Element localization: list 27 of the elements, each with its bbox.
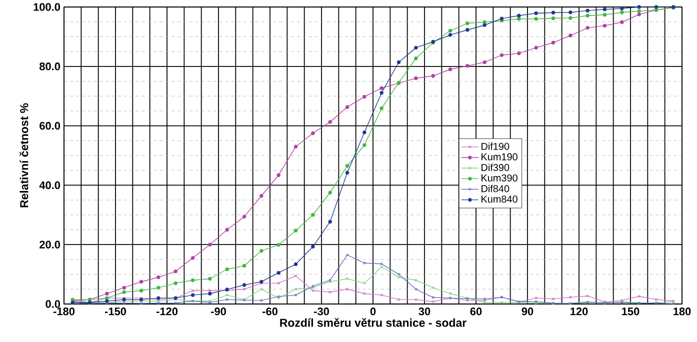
legend-label: Dif840 [482,184,510,192]
legend-label: Dif190 [482,142,510,150]
x-tick-label: 150 [622,308,640,316]
x-tick-label: -90 [211,308,226,316]
x-tick-label: 180 [674,308,691,316]
y-tick-label: 60.0 [40,122,60,130]
legend-label: Kum840 [482,196,518,203]
y-tick-label: 20.0 [40,240,60,248]
x-tick-label: 120 [570,308,588,316]
x-tick-label: 90 [522,308,534,316]
x-tick-label: -30 [314,308,329,316]
x-tick-label: -120 [156,308,178,316]
x-tick-label: -180 [53,308,75,316]
y-axis-title: Relativní četnost % [20,103,28,208]
y-tick-label: 80.0 [39,62,60,70]
x-tick-label: -150 [104,308,126,316]
x-axis-title: Rozdíl směru větru stanice - sodar [280,318,466,327]
x-tick-label: 60 [470,308,482,316]
x-tick-label: 30 [418,308,430,316]
y-tick-label: 40.0 [39,181,60,190]
y-tick-label: 0.0 [46,300,60,308]
legend-label: Kum190 [482,153,518,160]
y-tick-label: 100.0 [34,3,60,11]
x-tick-label: -60 [262,308,278,316]
legend-label: Kum390 [482,174,518,182]
legend-label: Dif390 [482,164,510,172]
x-tick-label: 0 [370,308,376,316]
